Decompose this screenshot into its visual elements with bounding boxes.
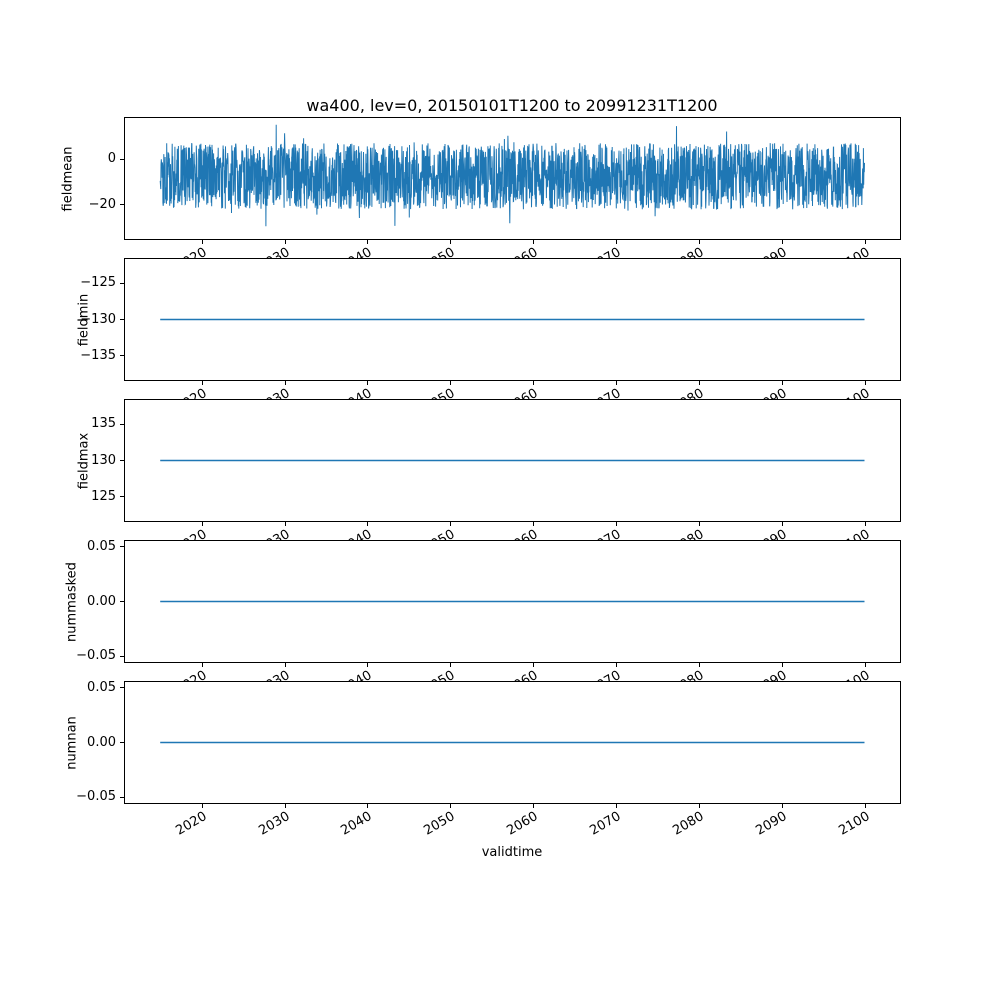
x-tick-mark <box>533 522 535 526</box>
y-tick-mark <box>120 687 124 689</box>
y-tick-mark <box>120 355 124 357</box>
y-tick-label: 125 <box>91 488 116 504</box>
plot-area-fieldmax <box>160 459 865 462</box>
x-tick-label: 2040 <box>338 809 375 839</box>
y-tick-mark <box>120 546 124 548</box>
x-tick-mark <box>284 381 286 385</box>
series-fieldmean <box>159 124 865 227</box>
y-tick-mark <box>120 158 124 160</box>
x-tick-mark <box>284 522 286 526</box>
x-tick-mark <box>367 381 369 385</box>
x-tick-mark <box>781 663 783 667</box>
x-tick-mark <box>367 804 369 808</box>
y-tick-label: 0.00 <box>87 734 116 750</box>
plot-area-numnan <box>160 741 865 744</box>
x-tick-mark <box>698 381 700 385</box>
y-tick-label: 130 <box>91 452 116 468</box>
x-tick-mark <box>450 522 452 526</box>
x-tick-mark <box>450 240 452 244</box>
y-tick-label: −125 <box>80 275 116 291</box>
plot-area-nummasked <box>160 600 865 603</box>
x-tick-mark <box>864 522 866 526</box>
y-tick-label: 0 <box>107 151 116 167</box>
y-tick-mark <box>120 601 124 602</box>
y-tick-mark <box>120 796 124 798</box>
x-tick-mark <box>201 804 203 808</box>
y-tick-label: −0.05 <box>76 648 116 664</box>
x-tick-mark <box>284 240 286 244</box>
x-tick-label: 2100 <box>836 809 873 839</box>
x-tick-mark <box>616 522 618 526</box>
y-tick-label: 0.05 <box>87 538 116 554</box>
x-tick-mark <box>450 804 452 808</box>
plot-area-fieldmin <box>160 318 865 321</box>
x-tick-mark <box>367 240 369 244</box>
x-tick-label: 2070 <box>587 809 624 839</box>
x-tick-mark <box>864 804 866 808</box>
x-tick-mark <box>698 804 700 808</box>
x-tick-mark <box>616 804 618 808</box>
x-tick-label: 2090 <box>753 809 790 839</box>
subplot-numnan <box>124 681 901 804</box>
x-tick-mark <box>781 804 783 808</box>
x-tick-mark <box>450 663 452 667</box>
x-tick-mark <box>533 663 535 667</box>
subplot-nummasked <box>124 540 901 663</box>
x-axis-label: validtime <box>481 845 543 860</box>
y-tick-mark <box>120 460 124 461</box>
x-tick-mark <box>450 381 452 385</box>
subplot-fieldmean <box>124 117 901 240</box>
y-tick-label: −135 <box>80 347 116 363</box>
x-tick-mark <box>781 240 783 244</box>
x-tick-mark <box>201 240 203 244</box>
subplot-fieldmin <box>124 258 901 381</box>
y-tick-mark <box>120 282 124 284</box>
y-tick-mark <box>120 742 124 743</box>
x-tick-mark <box>284 804 286 808</box>
x-tick-mark <box>616 240 618 244</box>
x-tick-mark <box>201 522 203 526</box>
y-tick-mark <box>120 319 124 320</box>
y-tick-label: 0.00 <box>87 593 116 609</box>
x-tick-mark <box>781 381 783 385</box>
x-tick-label: 2030 <box>255 809 293 839</box>
x-tick-mark <box>864 663 866 667</box>
y-tick-mark <box>120 496 124 498</box>
y-tick-label: 135 <box>91 416 116 432</box>
chart-title: wa400, lev=0, 20150101T1200 to 20991231T… <box>306 96 718 115</box>
x-tick-mark <box>201 381 203 385</box>
x-tick-mark <box>367 663 369 667</box>
x-tick-label: 2020 <box>172 809 210 839</box>
y-tick-mark <box>120 204 124 206</box>
x-tick-mark <box>533 240 535 244</box>
x-tick-mark <box>781 522 783 526</box>
x-tick-mark <box>367 522 369 526</box>
y-tick-label: −0.05 <box>76 789 116 805</box>
x-tick-mark <box>616 663 618 667</box>
x-tick-mark <box>864 381 866 385</box>
subplot-fieldmax <box>124 399 901 522</box>
x-tick-mark <box>533 381 535 385</box>
x-tick-label: 2060 <box>504 809 541 839</box>
x-tick-mark <box>284 663 286 667</box>
x-tick-mark <box>616 381 618 385</box>
plot-area-fieldmean <box>159 124 865 227</box>
x-tick-mark <box>698 240 700 244</box>
x-tick-mark <box>698 522 700 526</box>
x-tick-mark <box>864 240 866 244</box>
x-tick-label: 2080 <box>670 809 707 839</box>
x-tick-mark <box>533 804 535 808</box>
y-tick-label: −20 <box>88 196 116 212</box>
y-tick-label: 0.05 <box>87 679 116 695</box>
y-tick-label: −130 <box>80 311 116 327</box>
x-tick-mark <box>698 663 700 667</box>
y-tick-mark <box>120 423 124 425</box>
x-tick-label: 2050 <box>421 809 458 839</box>
x-tick-mark <box>201 663 203 667</box>
y-tick-mark <box>120 655 124 657</box>
